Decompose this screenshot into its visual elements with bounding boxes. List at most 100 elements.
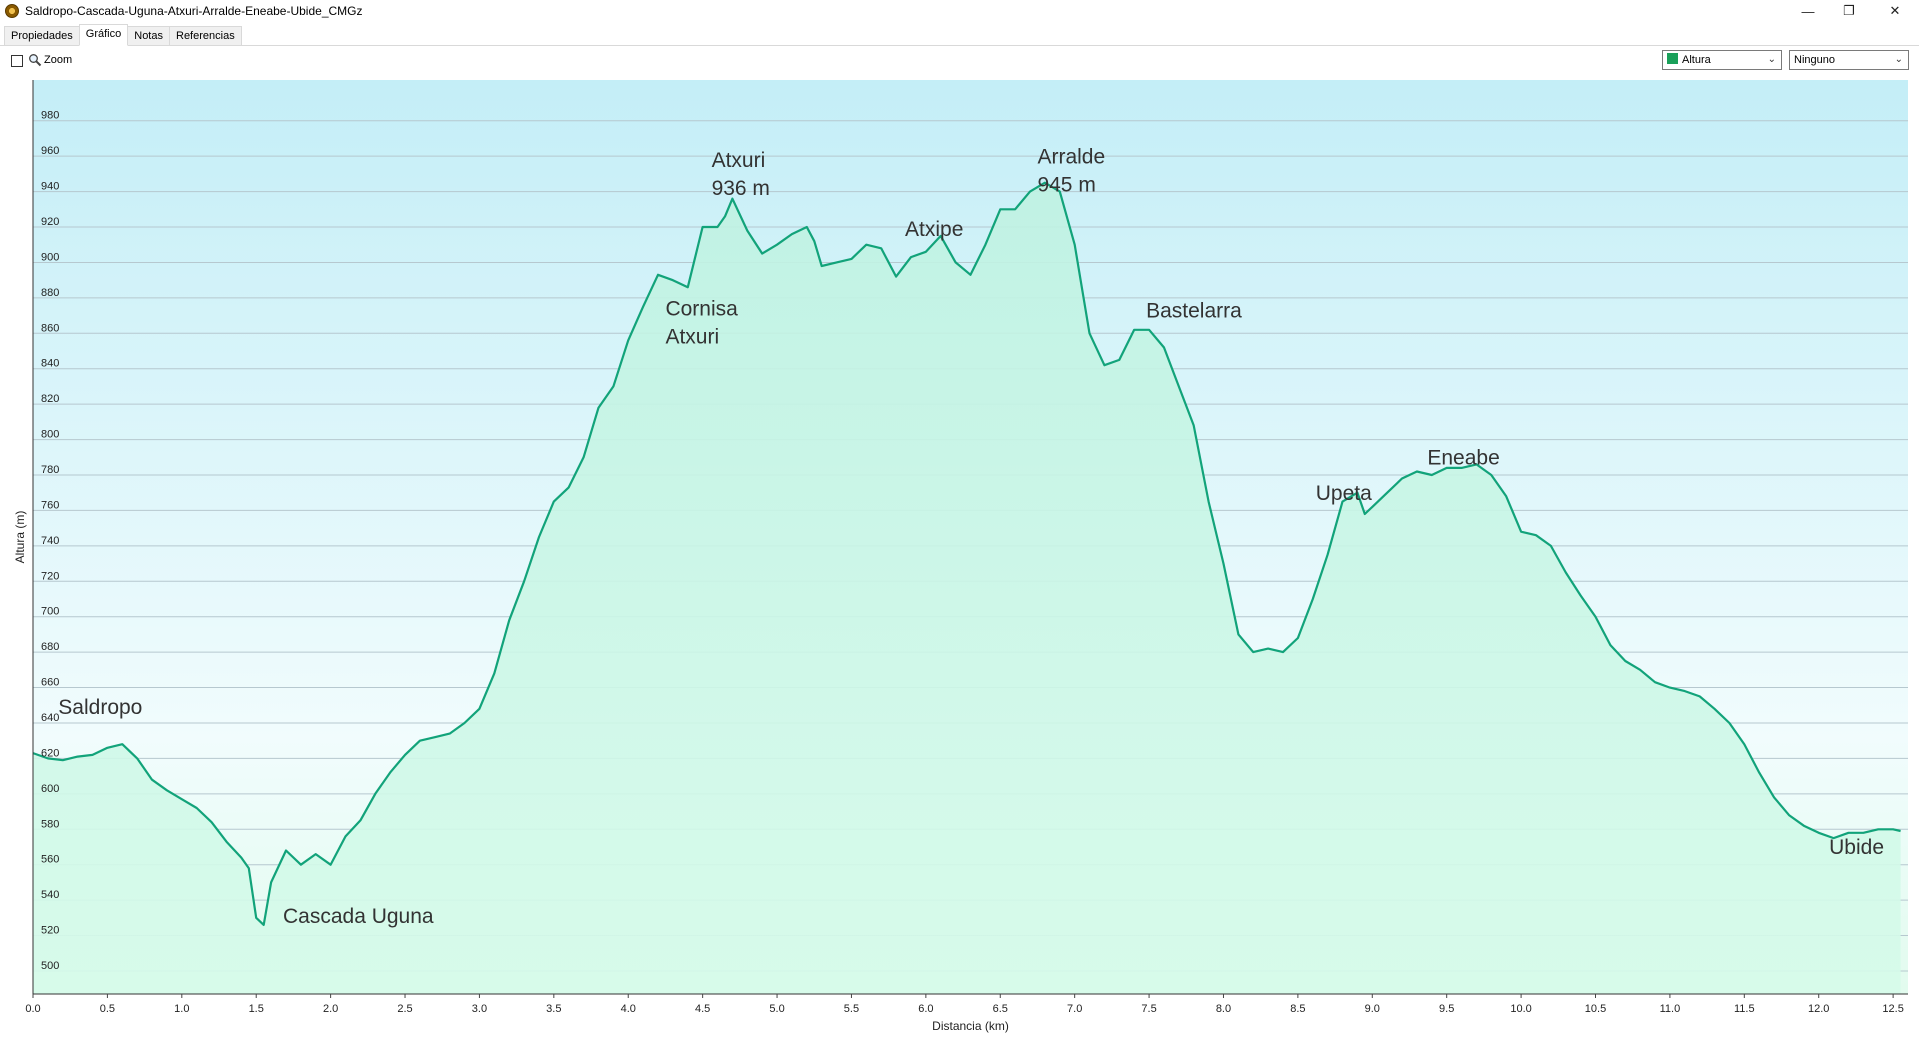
tab-referencias[interactable]: Referencias (169, 26, 242, 45)
x-tick-label: 7.5 (1141, 1003, 1156, 1015)
minimize-button[interactable]: — (1801, 3, 1815, 19)
secondary-select[interactable]: Ninguno ⌄ (1789, 50, 1909, 70)
x-tick-label: 12.0 (1808, 1003, 1829, 1015)
title-bar: Saldropo-Cascada-Uguna-Atxuri-Arralde-En… (0, 0, 1919, 22)
peak-label-line: Eneabe (1427, 446, 1499, 469)
window-title: Saldropo-Cascada-Uguna-Atxuri-Arralde-En… (25, 4, 363, 18)
peak-label: Ubide (1829, 836, 1884, 859)
y-tick-label: 720 (41, 570, 59, 582)
x-tick-label: 1.0 (174, 1003, 189, 1015)
chevron-down-icon: ⌄ (1894, 54, 1903, 65)
peak-label: Saldropo (58, 696, 142, 719)
chevron-down-icon: ⌄ (1767, 54, 1776, 65)
magnifier-icon (29, 54, 42, 67)
close-button[interactable]: ✕ (1889, 3, 1901, 18)
y-tick-label: 940 (41, 181, 59, 193)
x-tick-label: 2.0 (323, 1003, 338, 1015)
restore-button[interactable]: ❐ (1843, 3, 1855, 18)
y-tick-labels: 500 520 540 560 580 600 620 640 660 680 700 720 740 7… (41, 110, 59, 972)
zoom-label: Zoom (44, 54, 73, 66)
x-tick-label: 3.5 (546, 1003, 561, 1015)
y-tick-label: 660 (41, 677, 59, 689)
y-tick-label: 960 (41, 145, 59, 157)
y-tick-label: 560 (41, 854, 59, 866)
peak-label-line: Bastelarra (1146, 299, 1242, 322)
elevation-area (33, 182, 1901, 994)
y-tick-label: 740 (41, 535, 59, 547)
y-tick-label: 840 (41, 358, 59, 370)
y-tick-label: 700 (41, 606, 59, 618)
y-tick-label: 500 (41, 960, 59, 972)
y-axis-title: Altura (m) (13, 511, 27, 564)
peak-label-line: Atxuri (712, 149, 766, 172)
series-select[interactable]: Altura ⌄ (1662, 50, 1782, 70)
peak-label: Upeta (1316, 482, 1372, 505)
chart-toolbar: Zoom Altura ⌄ Ninguno ⌄ (0, 50, 1919, 72)
elevation-line (32, 181, 1901, 926)
y-tick-label: 520 (41, 925, 59, 937)
series-color-swatch (1667, 53, 1678, 64)
x-tick-label: 0.0 (25, 1003, 40, 1015)
x-tick-label: 8.0 (1216, 1003, 1231, 1015)
x-tick-label: 11.5 (1734, 1003, 1755, 1015)
peak-label-line: 945 m (1037, 173, 1095, 196)
peak-label-line: Cornisa (665, 298, 738, 321)
peak-label: Cascada Uguna (283, 905, 434, 928)
peak-label: Atxuri 936 m (712, 149, 770, 200)
y-tick-label: 900 (41, 251, 59, 263)
peak-label: Eneabe (1427, 446, 1499, 469)
x-tick-label: 5.0 (769, 1003, 784, 1015)
zoom-checkbox[interactable] (11, 55, 23, 67)
y-tick-label: 540 (41, 889, 59, 901)
y-tick-label: 880 (41, 287, 59, 299)
y-tick-label: 820 (41, 393, 59, 405)
y-tick-label: 580 (41, 818, 59, 830)
tab-propiedades[interactable]: Propiedades (4, 26, 80, 45)
tab-strip: Propiedades Gráfico Notas Referencias (0, 24, 1919, 46)
x-tick-label: 5.5 (844, 1003, 859, 1015)
y-tick-label: 640 (41, 712, 59, 724)
x-axis-title: Distancia (km) (932, 1019, 1009, 1033)
secondary-select-value: Ninguno (1794, 54, 1835, 66)
y-tick-label: 980 (41, 110, 59, 122)
elevation-profile-chart: 500 520 540 560 580 600 620 640 660 680 700 720 740 7… (13, 80, 1908, 1033)
peak-label-line: Atxipe (905, 218, 963, 241)
tab-grafico[interactable]: Gráfico (78, 24, 129, 46)
x-tick-label: 10.5 (1585, 1003, 1606, 1015)
x-tick-label: 1.5 (249, 1003, 264, 1015)
peak-label: Cornisa Atxuri (665, 298, 738, 349)
y-tick-label: 860 (41, 322, 59, 334)
x-tick-label: 4.5 (695, 1003, 710, 1015)
y-tick-label: 620 (41, 747, 59, 759)
x-tick-label: 7.0 (1067, 1003, 1082, 1015)
peak-label-line: Saldropo (58, 696, 142, 719)
peak-label-line: Ubide (1829, 836, 1884, 859)
y-tick-label: 780 (41, 464, 59, 476)
x-tick-label: 9.0 (1365, 1003, 1380, 1015)
x-tick-label: 8.5 (1290, 1003, 1305, 1015)
peak-label-line: 936 m (712, 177, 770, 200)
peak-label: Arralde 945 m (1037, 145, 1105, 196)
peak-label-line: Arralde (1037, 145, 1105, 168)
peak-label-line: Cascada Uguna (283, 905, 434, 928)
x-tick-label: 0.5 (100, 1003, 115, 1015)
x-tick-label: 10.0 (1510, 1003, 1531, 1015)
x-tick-labels: 0.0 0.5 1.0 1.5 2.0 2.5 3.0 3.5 4.0 4.5 5.0 5.5 6.0 6… (25, 994, 1904, 1015)
tab-notas[interactable]: Notas (127, 26, 170, 45)
x-tick-label: 11.0 (1660, 1003, 1681, 1015)
peak-label: Atxipe (905, 218, 963, 241)
x-tick-label: 3.0 (472, 1003, 487, 1015)
y-tick-label: 680 (41, 641, 59, 653)
x-tick-label: 9.5 (1439, 1003, 1454, 1015)
x-tick-label: 6.5 (993, 1003, 1008, 1015)
x-tick-label: 12.5 (1882, 1003, 1903, 1015)
x-tick-label: 2.5 (397, 1003, 412, 1015)
series-select-value: Altura (1682, 54, 1711, 66)
peak-label: Bastelarra (1146, 299, 1242, 322)
x-tick-label: 6.0 (918, 1003, 933, 1015)
peak-label-line: Atxuri (665, 326, 719, 349)
x-tick-label: 4.0 (621, 1003, 636, 1015)
app-icon (5, 4, 19, 18)
y-tick-label: 760 (41, 499, 59, 511)
